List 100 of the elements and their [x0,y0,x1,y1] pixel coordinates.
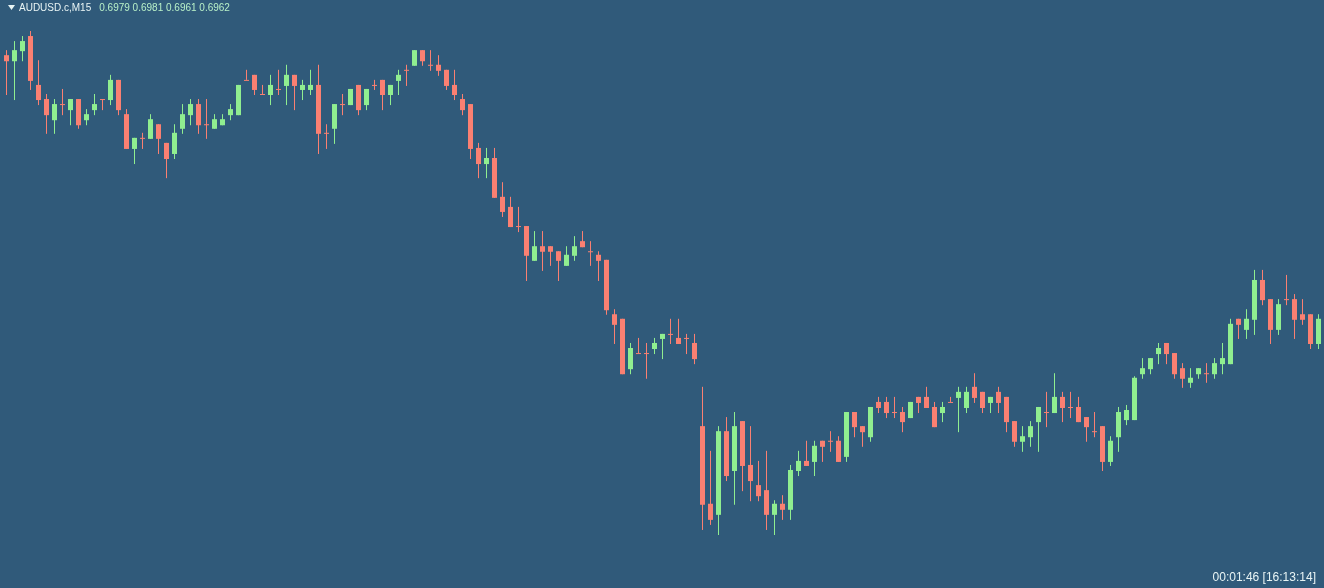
candlestick [380,79,385,111]
candlestick [668,318,673,345]
candlestick [1068,391,1073,419]
candlestick [556,250,561,282]
candlestick [452,69,457,101]
candlestick [516,206,521,233]
candlestick [532,230,537,262]
candlestick [884,396,889,419]
candlestick [1180,362,1185,389]
candlestick [1092,411,1097,438]
candlestick [1156,342,1161,365]
candlestick [292,74,297,111]
candlestick [44,93,49,135]
candlestick [1044,391,1049,428]
candlestick [460,93,465,116]
candlestick [204,98,209,140]
candlestick [540,230,545,272]
candlestick [636,337,641,355]
candlestick [772,499,777,535]
candlestick [628,342,633,375]
candlestick [756,460,761,502]
candlestick [300,79,305,101]
candlestick [308,69,313,96]
candlestick [100,98,105,111]
candlestick [196,98,201,135]
candlestick [260,84,265,95]
candlestick [892,396,897,419]
candlestick [132,137,137,165]
candlestick [1284,274,1289,306]
candlestick [92,93,97,116]
candlestick [812,440,817,477]
candlestick [964,386,969,414]
candlestick [12,40,17,101]
candlestick [60,88,65,116]
candlestick [1260,269,1265,306]
candlestick [804,440,809,467]
candlestick [172,123,177,160]
candlestick [796,450,801,477]
candlestick [1220,342,1225,375]
candlestick [900,406,905,433]
candlestick [340,93,345,116]
candlestick [564,245,569,267]
candlestick [484,147,489,179]
candlestick [1076,396,1081,423]
candlestick [52,98,57,135]
candlestick [276,69,281,96]
candlestick [660,333,665,360]
candlestick [1300,298,1305,326]
candlestick [972,372,977,404]
candlestick [748,425,753,502]
candlestick [588,240,593,267]
candlestick [1124,404,1129,426]
candlestick [508,196,513,228]
text: 00:01:46 [16:13:14] [1212,570,1316,584]
chart-title: AUDUSD.c,M15 [19,2,92,13]
candlestick [1108,435,1113,467]
candlestick [924,386,929,409]
candlestick [20,35,25,62]
candlestick [180,103,185,135]
candlestick [996,386,1001,414]
candlestick [244,69,249,81]
text: 0.6979 0.6981 0.6961 0.6962 [99,2,230,13]
candlestick [548,245,553,267]
candlestick [780,494,785,521]
candlestick [1060,391,1065,423]
candlestick [500,181,505,218]
candlestick [1204,362,1209,384]
candlestick [612,308,617,345]
candlestick [1172,352,1177,380]
candlestick [644,342,649,380]
candlestick [1036,406,1041,453]
candlestick [1212,357,1217,380]
candlestick [108,74,113,106]
candlestick [36,59,41,106]
candlestick [860,425,865,448]
candlestick [708,450,713,526]
candlestick [932,401,937,428]
candlestick [1012,420,1017,448]
candlestick [164,142,169,179]
candlestick [156,123,161,155]
candlestick [428,49,433,72]
candlestick [852,411,857,438]
candlestick [692,333,697,365]
candlestick [596,250,601,282]
candlestick [324,123,329,150]
candlestick [436,54,441,77]
candlestick [268,74,273,106]
candlestick [1028,420,1033,448]
candlestick [68,98,73,126]
candlestick [956,386,961,433]
candlestick [572,235,577,262]
candlestick [948,396,953,403]
candlestick [1020,425,1025,453]
candlestick [1244,308,1249,340]
candlestick [1084,416,1089,443]
candlestick [148,113,153,140]
candlestick [396,69,401,96]
candlestick [1188,367,1193,389]
candlestick [836,435,841,463]
candlestick [188,98,193,126]
